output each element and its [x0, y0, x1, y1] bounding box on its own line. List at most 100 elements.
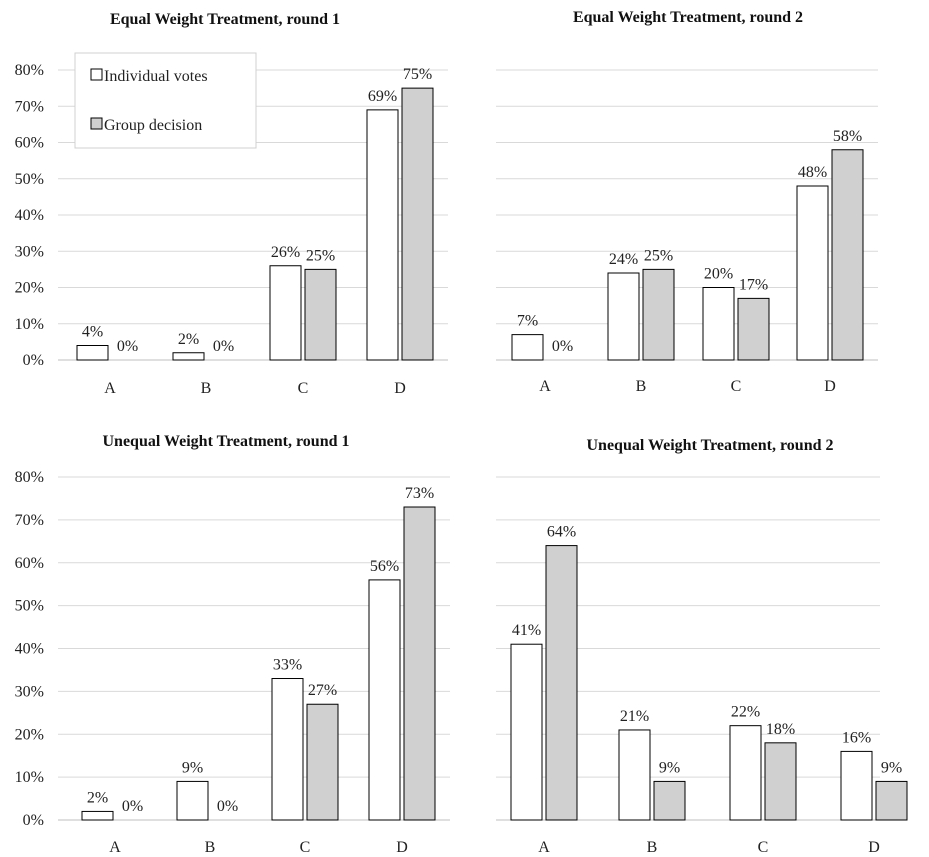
y-tick-label: 50%	[15, 598, 44, 615]
x-tick-label: C	[731, 378, 742, 395]
bar-individual-c	[729, 725, 762, 821]
y-tick-label: 30%	[15, 243, 44, 260]
chart-panel-1: Equal Weight Treatment, round 1 0% 10% 20% 3…	[15, 11, 448, 397]
y-tick-label: 40%	[15, 207, 44, 224]
data-label: 25%	[306, 247, 335, 264]
y-tick-label: 70%	[15, 98, 44, 115]
bar-group-c	[306, 703, 339, 821]
chart-panel-2: Equal Weight Treatment, round 2 7% 0% A 24% 2…	[496, 9, 878, 395]
data-label: 26%	[271, 244, 300, 261]
x-tick-label: A	[104, 380, 116, 397]
data-label: 56%	[370, 558, 399, 575]
bar-individual-c	[702, 287, 735, 361]
bar-individual-a	[510, 643, 543, 821]
bar-group-b	[653, 780, 686, 821]
bar-individual-d	[840, 750, 873, 821]
bar-individual-c	[271, 678, 304, 821]
y-tick-label: 30%	[15, 683, 44, 700]
data-label: 21%	[620, 708, 649, 725]
x-tick-label: A	[539, 378, 551, 395]
data-label: 17%	[739, 276, 768, 293]
chart-title: Equal Weight Treatment, round 1	[110, 11, 340, 28]
data-label: 64%	[547, 524, 576, 541]
data-label: 9%	[659, 759, 680, 776]
data-label: 22%	[731, 704, 760, 721]
x-tick-label: B	[647, 839, 658, 856]
chart-title: Equal Weight Treatment, round 2	[573, 9, 803, 26]
x-tick-label: D	[396, 839, 408, 856]
chart-panel-3: Unequal Weight Treatment, round 1 0% 10% 20…	[15, 433, 450, 856]
data-label: 48%	[798, 164, 827, 181]
bar-group-d	[401, 87, 434, 361]
bar-individual-a	[511, 334, 544, 361]
legend: Individual votes Group decision	[74, 52, 257, 149]
x-tick-label: D	[394, 380, 406, 397]
chart-title: Unequal Weight Treatment, round 1	[103, 433, 350, 450]
data-label: 18%	[766, 721, 795, 738]
data-label: 58%	[833, 128, 862, 145]
x-tick-label: C	[758, 839, 769, 856]
legend-box	[74, 52, 257, 149]
bar-group-b	[642, 268, 675, 361]
bar-group-c	[304, 268, 337, 361]
data-label: 2%	[87, 789, 108, 806]
bar-group-d	[403, 506, 436, 821]
bar-individual-c	[269, 265, 302, 361]
data-label: 0%	[117, 338, 138, 355]
data-label: 7%	[517, 313, 538, 330]
bar-individual-b	[176, 780, 209, 821]
bar-group-d	[831, 149, 864, 361]
data-label: 2%	[178, 331, 199, 348]
chart-panel-4: Unequal Weight Treatment, round 2 41% 64% A…	[496, 437, 908, 856]
bar-individual-d	[368, 579, 401, 821]
data-label: 27%	[308, 682, 337, 699]
bar-group-d	[875, 780, 908, 821]
data-label: 69%	[368, 88, 397, 105]
y-tick-label: 0%	[23, 812, 44, 829]
y-tick-label: 0%	[23, 352, 44, 369]
data-label: 33%	[273, 657, 302, 674]
bar-individual-a	[81, 810, 114, 821]
x-tick-label: B	[636, 378, 647, 395]
y-tick-label: 80%	[15, 469, 44, 486]
y-tick-label: 40%	[15, 641, 44, 658]
bar-group-a	[545, 545, 578, 821]
data-label: 25%	[644, 247, 673, 264]
bar-group-c	[737, 297, 770, 361]
x-tick-label: B	[201, 380, 212, 397]
legend-label: Individual votes	[104, 68, 208, 85]
bar-individual-d	[366, 109, 399, 361]
x-tick-label: B	[205, 839, 216, 856]
x-tick-label: D	[868, 839, 880, 856]
data-label: 4%	[82, 324, 103, 341]
bar-group-c	[764, 742, 797, 821]
x-tick-label: C	[298, 380, 309, 397]
x-tick-label: D	[824, 378, 836, 395]
legend-swatch-group	[90, 117, 103, 130]
data-label: 24%	[609, 251, 638, 268]
legend-label: Group decision	[104, 117, 202, 134]
y-tick-label: 10%	[15, 316, 44, 333]
chart-title: Unequal Weight Treatment, round 2	[587, 437, 834, 454]
data-label: 73%	[405, 485, 434, 502]
bar-individual-b	[172, 352, 205, 361]
bar-individual-d	[796, 185, 829, 361]
y-tick-label: 80%	[15, 62, 44, 79]
data-label: 0%	[122, 798, 143, 815]
data-label: 75%	[403, 66, 432, 83]
y-tick-label: 60%	[15, 555, 44, 572]
x-tick-label: A	[538, 839, 550, 856]
data-label: 0%	[213, 338, 234, 355]
y-tick-label: 50%	[15, 171, 44, 188]
data-label: 0%	[552, 338, 573, 355]
bar-individual-b	[618, 729, 651, 821]
y-tick-label: 70%	[15, 512, 44, 529]
x-tick-label: C	[300, 839, 311, 856]
data-label: 9%	[182, 759, 203, 776]
data-label: 9%	[881, 759, 902, 776]
y-tick-label: 10%	[15, 769, 44, 786]
legend-swatch-individual	[90, 68, 103, 81]
data-label: 16%	[842, 729, 871, 746]
bar-individual-a	[76, 345, 109, 361]
